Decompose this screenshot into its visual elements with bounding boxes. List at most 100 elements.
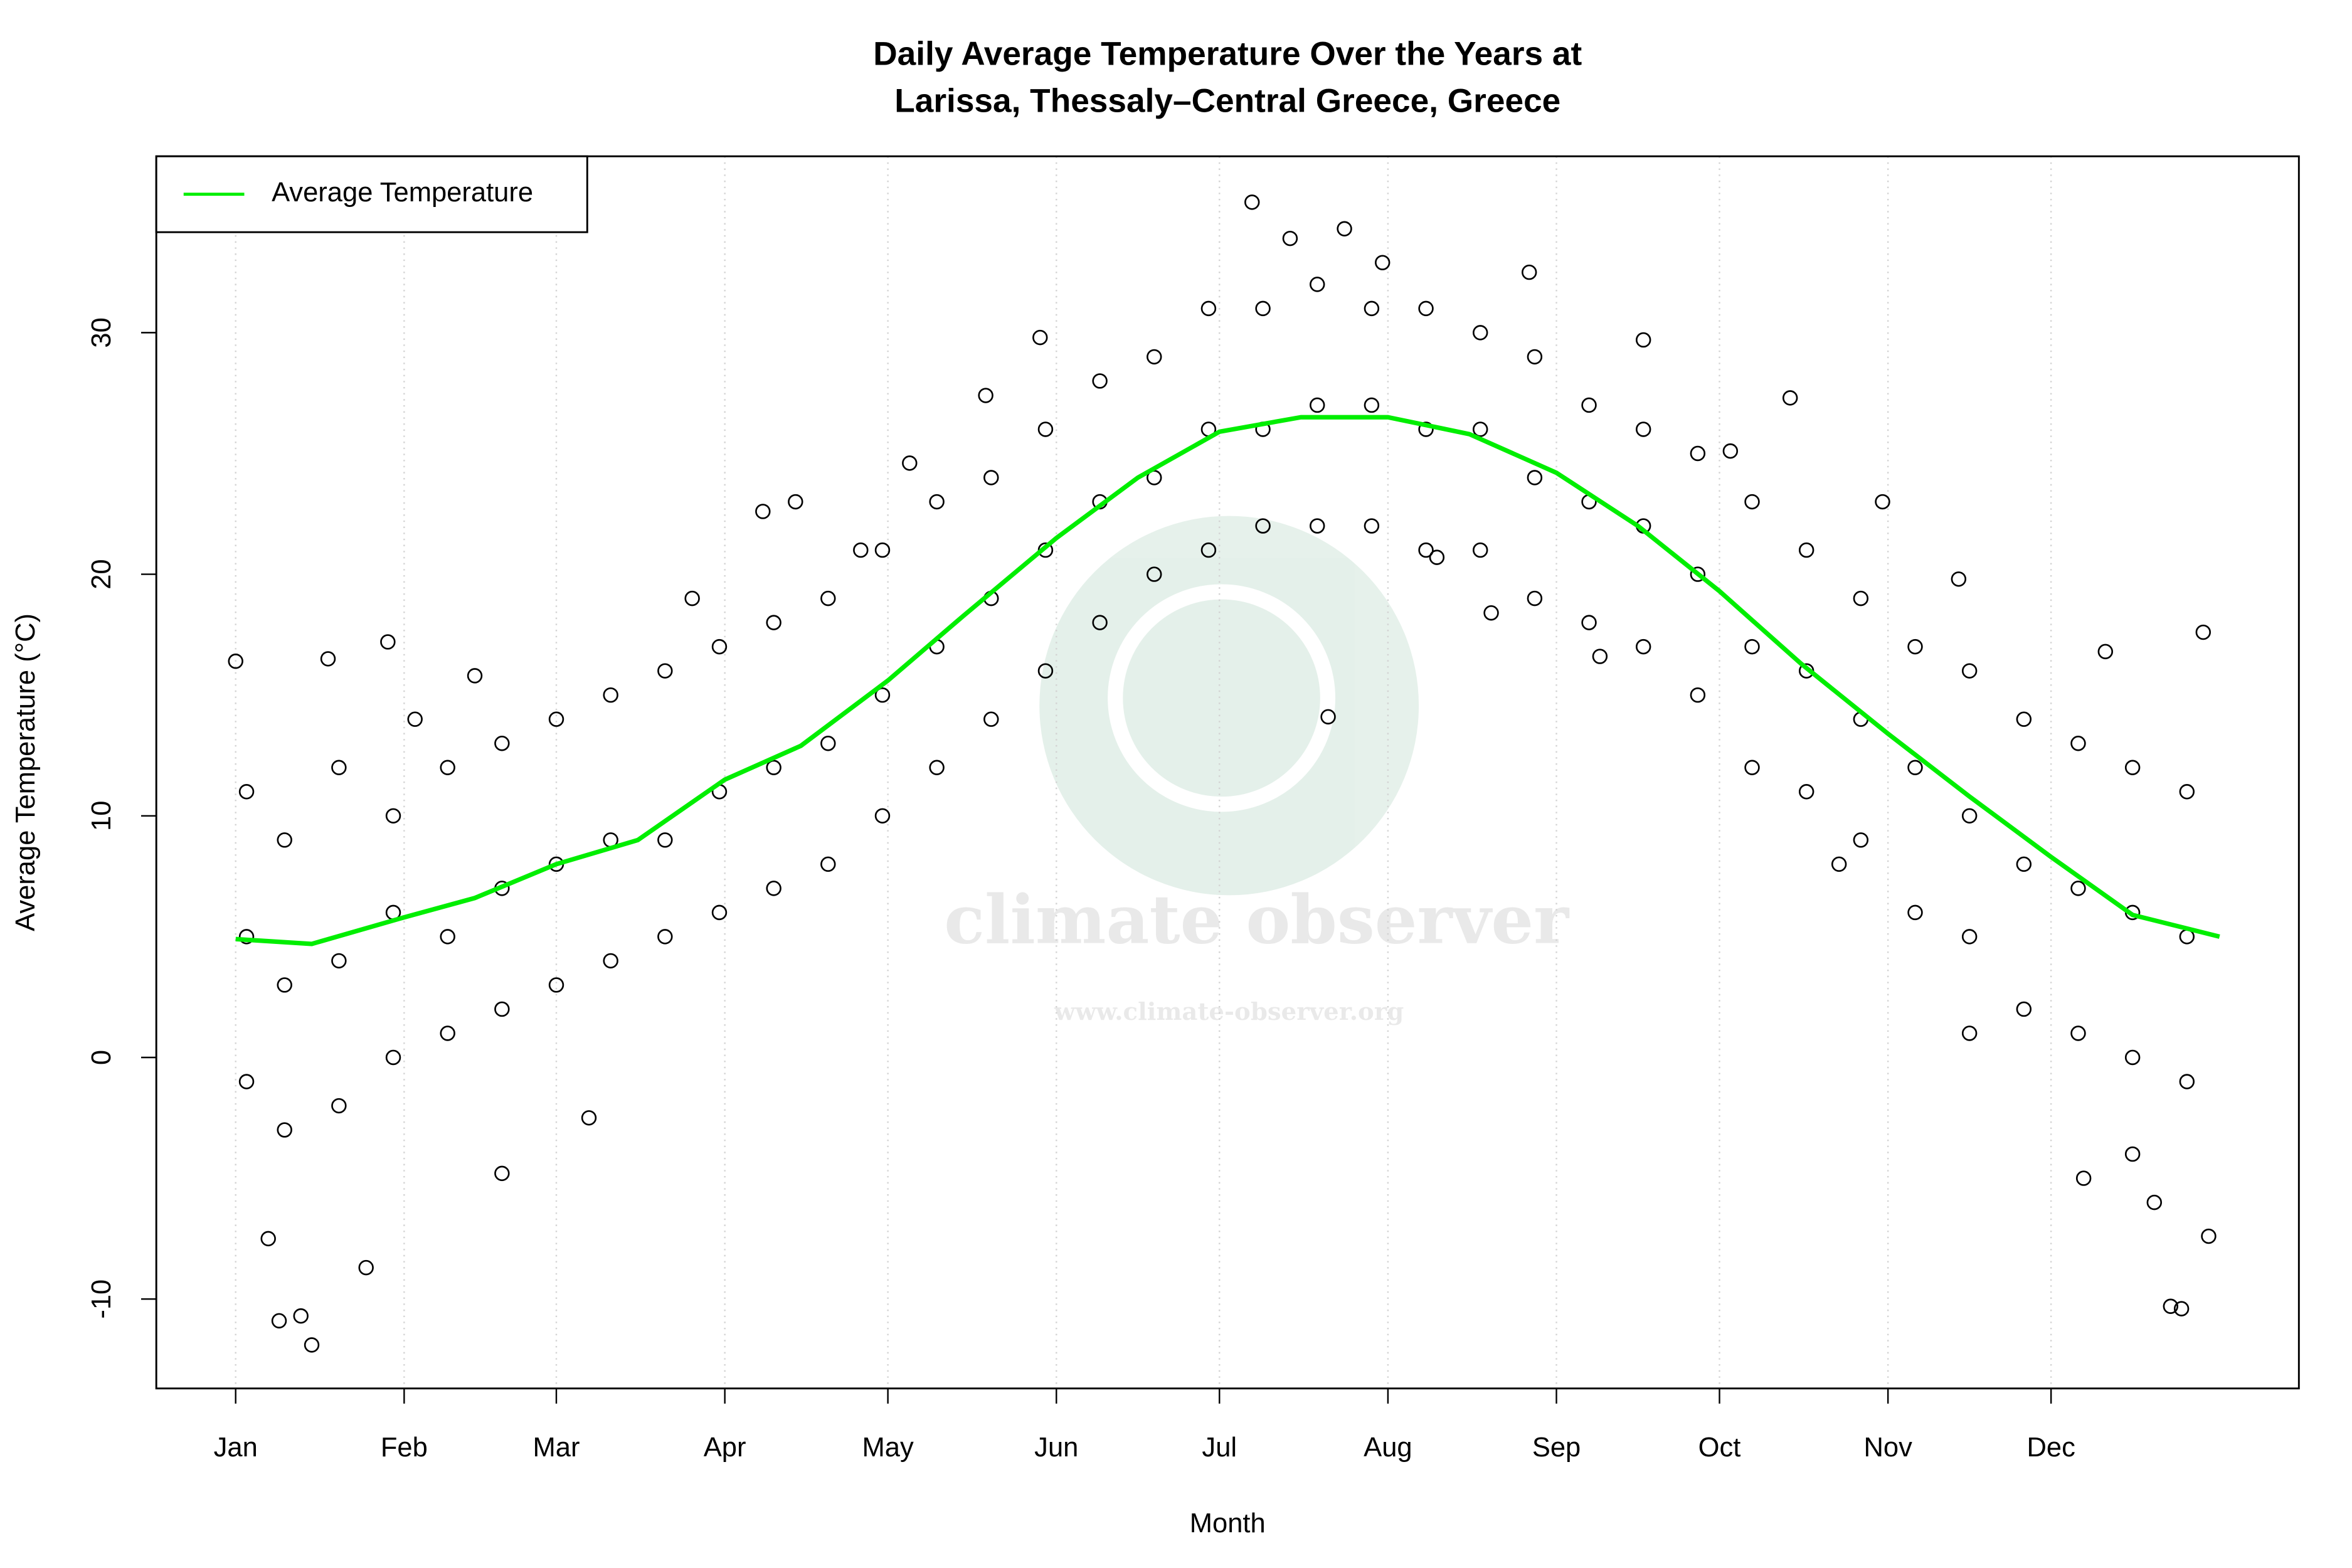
watermark-globe-outline xyxy=(1108,584,1336,812)
x-tick-label: Sep xyxy=(1532,1433,1581,1463)
point xyxy=(1375,255,1391,270)
point xyxy=(1690,566,1706,582)
point xyxy=(1853,590,1869,607)
point xyxy=(277,832,292,848)
x-tick-label: Apr xyxy=(704,1433,746,1463)
point xyxy=(548,977,564,993)
point xyxy=(1853,832,1869,848)
x-tick-label: Jul xyxy=(1202,1433,1237,1463)
point xyxy=(1592,649,1608,664)
point xyxy=(2075,1170,2092,1186)
point xyxy=(440,1025,455,1041)
point xyxy=(2124,760,2141,775)
point xyxy=(684,590,700,607)
point xyxy=(1961,1025,1978,1041)
point xyxy=(1782,390,1798,406)
point xyxy=(2097,644,2114,660)
watermark: climate observer www.climate-observer.or… xyxy=(944,516,1570,1026)
point xyxy=(238,929,255,945)
point xyxy=(2016,1001,2032,1017)
point xyxy=(1527,349,1543,365)
chart-title: Daily Average Temperature Over the Years… xyxy=(873,36,1582,73)
point xyxy=(1037,663,1054,679)
point xyxy=(1092,373,1108,389)
point xyxy=(1418,542,1434,558)
point xyxy=(1473,325,1488,341)
point xyxy=(1581,397,1597,413)
point xyxy=(1581,615,1597,630)
point xyxy=(853,542,869,558)
point xyxy=(1473,421,1488,437)
point xyxy=(1282,230,1298,246)
legend-label: Average Temperature xyxy=(272,177,533,208)
point xyxy=(2163,1298,2179,1314)
point xyxy=(1483,605,1499,621)
point xyxy=(2016,856,2032,872)
x-tick-label: Nov xyxy=(1863,1433,1912,1463)
point xyxy=(1310,277,1325,292)
point xyxy=(380,634,396,650)
point xyxy=(385,1049,401,1066)
point xyxy=(1907,638,1923,655)
point xyxy=(277,1122,292,1138)
point xyxy=(1092,615,1108,630)
point xyxy=(1635,332,1651,348)
point xyxy=(1364,300,1380,317)
point xyxy=(2179,784,2195,800)
point xyxy=(1635,421,1651,437)
point xyxy=(820,590,836,607)
point xyxy=(983,470,999,485)
point xyxy=(711,904,728,921)
point xyxy=(2146,1194,2163,1210)
point xyxy=(874,542,891,558)
point xyxy=(657,832,673,848)
point xyxy=(1831,856,1847,872)
point xyxy=(929,494,945,510)
point xyxy=(1037,421,1054,437)
point xyxy=(820,856,836,872)
point xyxy=(1310,397,1325,413)
point xyxy=(331,760,347,775)
y-tick-label: 10 xyxy=(87,801,117,831)
chart-subtitle: Larissa, Thessaly–Central Greece, Greece xyxy=(894,83,1560,120)
point xyxy=(1032,329,1048,346)
point xyxy=(2195,624,2212,640)
point xyxy=(1418,421,1434,437)
point xyxy=(1690,687,1706,703)
point xyxy=(788,494,803,510)
point xyxy=(603,953,618,969)
x-axis-label: Month xyxy=(1190,1508,1266,1539)
point xyxy=(657,929,673,945)
point xyxy=(902,455,918,471)
watermark-text: climate observer xyxy=(944,881,1570,959)
point xyxy=(238,1074,255,1089)
y-tick-label: 20 xyxy=(87,559,117,589)
line xyxy=(235,415,2220,946)
point xyxy=(385,808,401,824)
point xyxy=(467,668,483,684)
point xyxy=(874,808,891,824)
x-tick-label: Feb xyxy=(381,1433,428,1463)
point xyxy=(2070,881,2086,896)
point xyxy=(2173,1301,2190,1316)
point xyxy=(1907,904,1923,921)
point xyxy=(1473,542,1488,558)
point xyxy=(1798,542,1814,558)
point xyxy=(1722,443,1739,459)
point xyxy=(2124,1146,2141,1162)
point xyxy=(1907,760,1923,775)
watermark-globe xyxy=(1039,516,1419,896)
x-tick-label: Mar xyxy=(533,1433,580,1463)
point xyxy=(304,1337,320,1353)
point xyxy=(1337,221,1352,236)
point xyxy=(494,1001,510,1017)
point xyxy=(1255,300,1271,317)
point xyxy=(657,663,673,679)
point xyxy=(983,711,999,727)
point xyxy=(1200,542,1217,558)
point xyxy=(1961,663,1978,679)
point xyxy=(1798,784,1814,800)
point xyxy=(293,1308,309,1324)
